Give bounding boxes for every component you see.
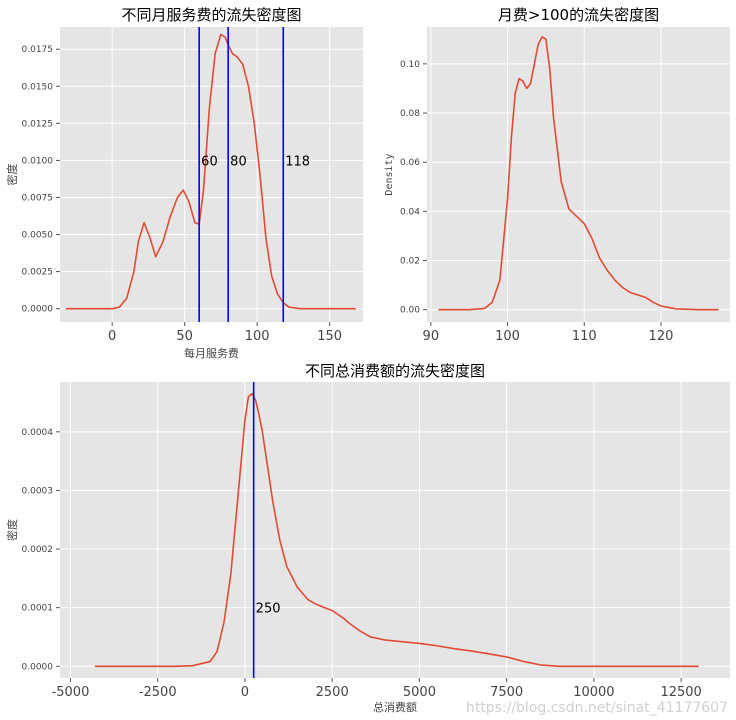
y-tick-label: 0.0125 [22,119,54,129]
value-annotation: 118 [285,154,310,169]
y-axis-label: 密度 [5,519,19,541]
y-tick-label: 0.0001 [22,604,54,614]
y-axis-label: Density [384,153,395,195]
y-tick-label: 0.10 [400,60,420,70]
y-tick-label: 0.0075 [22,193,54,203]
x-axis-label: 每月服务费 [184,346,239,360]
watermark-text: https://blog.csdn.net/sinat_41177607 [465,700,728,716]
y-tick-label: 0.0004 [22,428,54,438]
plot-area [427,27,730,322]
x-tick-label: 100 [495,329,520,344]
y-tick-label: 0.0000 [22,662,54,672]
x-tick-label: 12500 [660,685,701,700]
x-tick-label: 150 [317,329,342,344]
y-tick-label: 0.08 [400,109,420,119]
x-tick-label: -2500 [139,685,177,700]
y-tick-label: 0.00 [400,306,420,316]
density-curve [65,33,356,310]
y-tick-label: 0.04 [400,207,420,217]
chart-title: 不同月服务费的流失密度图 [121,6,301,24]
chart-title: 月费>100的流失密度图 [498,6,659,24]
density-curve [94,392,699,668]
chart-title: 不同总消费额的流失密度图 [305,362,485,380]
value-annotation: 80 [230,154,247,169]
value-annotation: 250 [256,602,281,617]
x-tick-label: 0 [108,329,116,344]
x-tick-label: 100 [245,329,270,344]
x-tick-label: 2500 [316,685,349,700]
y-tick-label: 0.0100 [22,156,54,166]
y-tick-label: 0.0025 [22,268,54,278]
x-tick-label: 50 [176,329,193,344]
x-tick-label: 90 [423,329,440,344]
x-tick-label: 120 [649,329,674,344]
y-tick-label: 0.0002 [22,545,54,555]
chart-monthly: 0 50 100 150 0.0000 0.0025 0.0050 0.0075 0.0100 0… [5,6,363,360]
value-annotation: 60 [201,154,218,169]
x-tick-label: 7500 [490,685,523,700]
x-tick-label: 110 [572,329,597,344]
x-tick-label: 10000 [573,685,614,700]
y-tick-label: 0.0050 [22,231,54,241]
x-axis-label: 总消费额 [373,700,417,714]
y-tick-label: 0.0000 [22,305,54,315]
y-tick-label: 0.0175 [22,45,54,55]
chart-total: -5000 -2500 0 2500 5000 7500 10000 12500 0.0000 0… [5,362,730,714]
density-curve [438,36,719,311]
y-tick-label: 0.06 [400,158,420,168]
plot-area [60,27,363,322]
y-axis-label: 密度 [5,164,19,186]
x-tick-label: 5000 [403,685,436,700]
plot-area [60,382,730,678]
x-tick-label: -5000 [52,685,90,700]
chart-over100: 90 100 110 120 0.00 0.02 0.04 0.06 0.08 0.10 月费>10… [384,6,730,344]
y-tick-label: 0.0003 [22,486,54,496]
y-tick-label: 0.02 [400,257,420,267]
y-tick-label: 0.0150 [22,82,54,92]
x-tick-label: 0 [241,685,249,700]
